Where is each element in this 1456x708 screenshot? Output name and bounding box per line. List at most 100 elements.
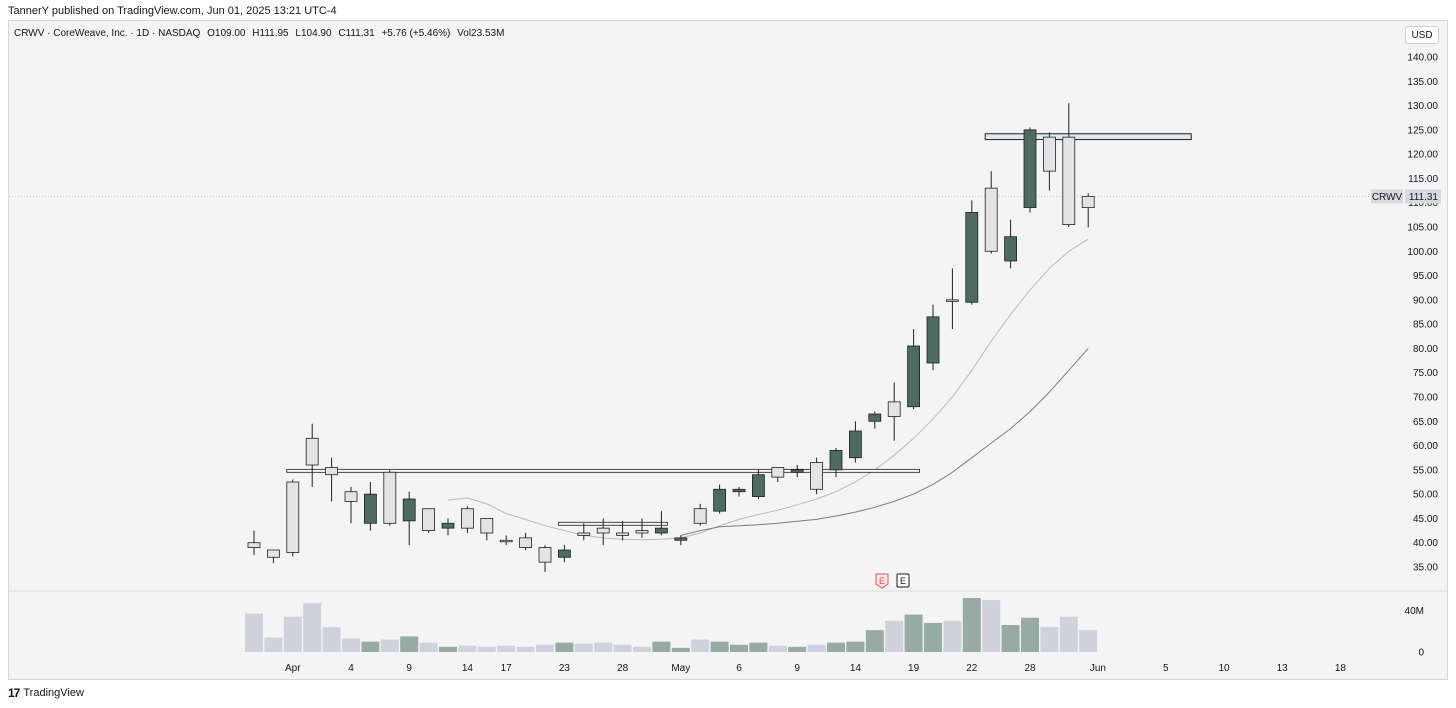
price-tag-symbol: CRWV — [1372, 192, 1403, 203]
candle-body — [538, 547, 552, 563]
candle-body — [965, 212, 979, 303]
price-tag-value: 111.31 — [1409, 192, 1439, 203]
volume-bar — [865, 630, 884, 652]
time-axis-label: 6 — [736, 663, 742, 674]
legend-change: +5.76 (+5.46%) — [381, 28, 451, 39]
price-tick-label: 105.00 — [1407, 223, 1438, 234]
volume-bar — [962, 598, 981, 652]
price-tick-label: 80.00 — [1413, 344, 1438, 355]
time-axis-label: 10 — [1218, 663, 1230, 674]
legend-volume: Vol23.53M — [457, 28, 505, 39]
candle-body — [1081, 195, 1095, 208]
ma-fast-line — [447, 238, 1089, 541]
candle-body — [596, 527, 610, 534]
volume-bar — [924, 622, 942, 652]
candle-body — [693, 508, 707, 524]
candle-body — [829, 450, 843, 471]
time-axis-label: 19 — [908, 663, 920, 674]
earnings-marker-label: E — [879, 576, 885, 586]
price-tick-label: 55.00 — [1413, 465, 1438, 476]
candle-body — [325, 467, 339, 476]
time-axis-label: 23 — [559, 663, 571, 674]
candle-body — [460, 508, 474, 529]
time-axis-label: 13 — [1277, 663, 1289, 674]
volume-bar — [1021, 617, 1039, 652]
volume-bar — [594, 642, 613, 652]
time-axis-label: 14 — [850, 663, 862, 674]
time-axis-label: Jun — [1090, 663, 1106, 674]
time-axis-label: 14 — [462, 663, 474, 674]
candle-body — [907, 345, 920, 408]
volume-bar — [283, 616, 302, 652]
time-axis-label: 28 — [617, 663, 629, 674]
volume-bar — [885, 620, 904, 652]
volume-bar — [516, 646, 535, 652]
volume-bar — [749, 642, 768, 652]
currency-button[interactable]: USD — [1405, 26, 1439, 44]
volume-bar — [477, 646, 496, 652]
ma-slow-line — [680, 348, 1089, 536]
price-tick-label: 115.00 — [1408, 174, 1438, 185]
volume-bar — [1079, 630, 1098, 652]
volume-bar — [458, 645, 477, 652]
time-axis-label: 4 — [348, 663, 354, 674]
candle-body — [519, 537, 532, 548]
volume-bar — [264, 637, 283, 652]
volume-bar — [439, 646, 457, 652]
candle-body — [1043, 136, 1056, 172]
resistance-level-line — [286, 468, 920, 473]
resistance-level-line — [558, 521, 668, 526]
legend-symbol: CRWV · CoreWeave, Inc. · 1D · NASDAQ — [14, 28, 201, 39]
candle-body — [422, 508, 436, 531]
time-axis-label: Apr — [285, 663, 301, 674]
time-axis-label: 17 — [501, 663, 513, 674]
price-tick-label: 125.00 — [1407, 125, 1438, 136]
candle-body — [887, 401, 901, 417]
legend-close: C111.31 — [338, 28, 375, 39]
candle-body — [1023, 129, 1037, 208]
candle-body — [247, 542, 261, 548]
candle-body — [868, 413, 882, 422]
volume-bar — [768, 645, 787, 652]
volume-bar — [943, 620, 962, 652]
candle-body — [752, 474, 765, 497]
price-tick-label: 85.00 — [1413, 320, 1438, 331]
candle-body — [946, 299, 959, 302]
footer: 17 TradingView — [8, 686, 84, 700]
volume-bar — [419, 642, 438, 652]
price-tick-label: 95.00 — [1413, 271, 1438, 282]
volume-bar — [1059, 616, 1078, 652]
candle-body — [732, 488, 746, 493]
candle-body — [344, 491, 358, 502]
volume-bar — [710, 641, 729, 652]
candle-body — [402, 498, 416, 522]
volume-bar — [730, 644, 748, 652]
volume-bar — [827, 642, 845, 652]
tradingview-logo-icon: 17 — [8, 686, 20, 700]
chart-frame[interactable] — [8, 20, 1448, 680]
candle-body — [1062, 136, 1076, 225]
candle-body — [577, 532, 591, 536]
price-tag-value-box — [1405, 189, 1441, 204]
candle-body — [363, 493, 377, 524]
volume-bar — [361, 641, 380, 652]
volume-bar — [846, 641, 865, 652]
price-tick-label: 140.00 — [1407, 53, 1438, 64]
volume-bar — [633, 646, 651, 652]
candle-body — [771, 467, 785, 478]
candle-body — [790, 469, 804, 473]
volume-bar — [342, 638, 360, 652]
price-tick-label: 70.00 — [1413, 393, 1438, 404]
volume-bar — [555, 642, 574, 652]
volume-bar — [788, 646, 807, 652]
time-axis-label: 28 — [1024, 663, 1036, 674]
earnings-marker-icon — [896, 573, 910, 588]
price-tick-label: 120.00 — [1407, 150, 1438, 161]
volume-bar — [400, 636, 419, 652]
volume-bar — [322, 627, 341, 652]
candle-body — [305, 437, 319, 466]
candle-body — [286, 481, 300, 553]
candle-body — [926, 316, 940, 364]
symbol-legend: CRWV · CoreWeave, Inc. · 1D · NASDAQ O10… — [14, 28, 508, 39]
